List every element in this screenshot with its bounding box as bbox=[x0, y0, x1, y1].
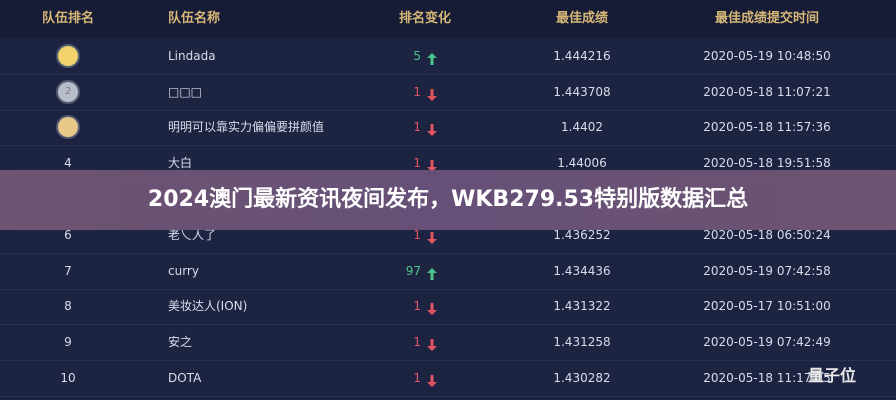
banner bbox=[0, 170, 896, 230]
submit-time: 2020-05-18 11:57:36 bbox=[703, 120, 831, 134]
arrow-icon bbox=[427, 53, 437, 65]
arrow-icon bbox=[427, 268, 437, 280]
rank-change: 1 bbox=[413, 335, 421, 349]
change-arrow bbox=[427, 229, 437, 244]
submit-time: 2020-05-19 07:42:49 bbox=[703, 335, 831, 349]
row-separator bbox=[0, 396, 896, 397]
team-name: 明明可以靠实力偏偏要拼颜值 bbox=[168, 120, 325, 134]
medal-icon bbox=[58, 117, 78, 137]
rank: 9 bbox=[64, 335, 72, 349]
change-arrow bbox=[427, 86, 437, 101]
change-arrow bbox=[427, 157, 437, 172]
rank-change: 97 bbox=[405, 264, 421, 278]
row-separator bbox=[0, 74, 896, 75]
best-score: 1.436252 bbox=[553, 228, 611, 242]
rank-change: 1 bbox=[413, 120, 421, 134]
arrow-icon bbox=[427, 375, 437, 387]
rank: 7 bbox=[64, 264, 72, 278]
header-cell: 队伍名称 bbox=[168, 11, 221, 26]
change-arrow bbox=[427, 265, 437, 280]
watermark: 量子位 bbox=[807, 366, 856, 385]
header-cell: 最佳成绩 bbox=[555, 11, 608, 26]
medal-icon bbox=[58, 46, 78, 66]
rank-change: 1 bbox=[413, 228, 421, 242]
change-arrow bbox=[427, 300, 437, 315]
header-cell: 队伍排名 bbox=[41, 11, 94, 26]
table-header bbox=[0, 0, 896, 38]
arrow-icon bbox=[427, 89, 437, 101]
arrow-icon bbox=[427, 232, 437, 244]
rank: 10 bbox=[60, 371, 76, 385]
rank-change: 1 bbox=[413, 156, 421, 170]
header-cell: 排名变化 bbox=[398, 11, 451, 26]
team-name: □□□ bbox=[168, 85, 203, 99]
rank: 6 bbox=[64, 228, 72, 242]
team-name: curry bbox=[168, 264, 199, 278]
submit-time: 2020-05-18 11:17:15 bbox=[703, 371, 831, 385]
change-arrow bbox=[427, 121, 437, 136]
row-separator bbox=[0, 253, 896, 254]
medal-icon: 2 bbox=[58, 82, 78, 102]
best-score: 1.431258 bbox=[553, 335, 611, 349]
best-score: 1.44006 bbox=[557, 156, 607, 170]
submit-time: 2020-05-18 06:50:24 bbox=[703, 228, 831, 242]
row-separator bbox=[0, 324, 896, 325]
best-score: 1.431322 bbox=[553, 299, 611, 313]
team-name: 安之 bbox=[168, 335, 193, 349]
rank: 4 bbox=[64, 156, 72, 170]
banner-title: 2024澳门最新资讯夜间发布，WKB279.53特别版数据汇总 bbox=[147, 187, 749, 212]
submit-time: 2020-05-19 07:42:58 bbox=[703, 264, 831, 278]
rank-change: 1 bbox=[413, 299, 421, 313]
best-score: 1.443708 bbox=[553, 85, 611, 99]
rank-change: 1 bbox=[413, 371, 421, 385]
arrow-icon bbox=[427, 339, 437, 351]
team-name: Lindada bbox=[168, 49, 216, 63]
rank-change: 1 bbox=[413, 85, 421, 99]
submit-time: 2020-05-18 19:51:58 bbox=[703, 156, 831, 170]
submit-time: 2020-05-17 10:51:00 bbox=[703, 299, 831, 313]
arrow-icon bbox=[427, 160, 437, 172]
change-arrow bbox=[427, 50, 437, 65]
arrow-icon bbox=[427, 124, 437, 136]
change-arrow bbox=[427, 372, 437, 387]
team-name: 美妆达人(ION) bbox=[168, 299, 248, 313]
submit-time: 2020-05-19 10:48:50 bbox=[703, 49, 831, 63]
header-cell: 最佳成绩提交时间 bbox=[714, 11, 819, 26]
team-name: 老乀人了 bbox=[168, 228, 217, 242]
team-name: DOTA bbox=[168, 371, 202, 385]
submit-time: 2020-05-18 11:07:21 bbox=[703, 85, 831, 99]
best-score: 1.430282 bbox=[553, 371, 611, 385]
row-separator bbox=[0, 145, 896, 146]
best-score: 1.4402 bbox=[561, 120, 603, 134]
best-score: 1.444216 bbox=[553, 49, 611, 63]
row-separator bbox=[0, 289, 896, 290]
rank-change: 5 bbox=[413, 49, 421, 63]
team-name: 大白 bbox=[168, 156, 193, 170]
row-separator bbox=[0, 360, 896, 361]
arrow-icon bbox=[427, 303, 437, 315]
rank: 8 bbox=[64, 299, 72, 313]
change-arrow bbox=[427, 336, 437, 351]
best-score: 1.434436 bbox=[553, 264, 611, 278]
row-separator bbox=[0, 110, 896, 111]
